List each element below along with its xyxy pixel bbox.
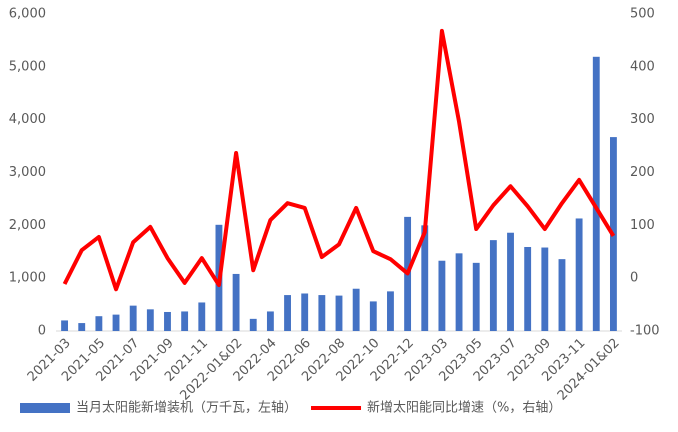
bar bbox=[524, 246, 532, 331]
bar bbox=[421, 225, 429, 331]
bar bbox=[95, 316, 103, 331]
bar bbox=[318, 295, 326, 331]
bar bbox=[352, 288, 360, 331]
y2-tick-label: -100 bbox=[630, 324, 660, 339]
bar bbox=[575, 218, 583, 331]
bar bbox=[592, 56, 600, 332]
y-tick-label: 5,000 bbox=[9, 59, 46, 74]
bar bbox=[335, 295, 343, 331]
bar bbox=[455, 253, 463, 331]
bar bbox=[164, 311, 171, 331]
y2-tick-label: 100 bbox=[630, 218, 655, 233]
legend-swatch bbox=[20, 403, 70, 413]
y-tick-label: 3,000 bbox=[9, 165, 46, 180]
y-tick-label: 0 bbox=[38, 324, 46, 339]
bar bbox=[112, 314, 120, 331]
bar bbox=[284, 295, 291, 331]
legend-label: 当月太阳能新增装机（万千瓦，左轴） bbox=[76, 400, 297, 416]
bar bbox=[301, 293, 309, 331]
legend-label: 新增太阳能同比增速（%，右轴） bbox=[367, 400, 561, 416]
y-tick-label: 2,000 bbox=[9, 218, 46, 233]
y2-tick-label: 200 bbox=[630, 165, 655, 180]
y2-tick-label: 300 bbox=[630, 112, 655, 127]
bar bbox=[198, 302, 206, 331]
bar bbox=[232, 273, 240, 331]
bar bbox=[146, 309, 154, 331]
bar bbox=[266, 311, 274, 331]
y2-tick-label: 0 bbox=[630, 271, 638, 286]
y2-tick-label: 400 bbox=[630, 59, 655, 74]
bar bbox=[249, 318, 257, 331]
y-tick-label: 1,000 bbox=[9, 271, 46, 286]
bar bbox=[489, 240, 497, 331]
y-tick-label: 4,000 bbox=[9, 112, 46, 127]
bar bbox=[78, 323, 86, 331]
bar bbox=[541, 247, 549, 331]
y2-tick-label: 500 bbox=[630, 7, 655, 22]
bar bbox=[387, 291, 394, 331]
bar bbox=[507, 232, 514, 331]
bar bbox=[61, 320, 69, 331]
line bbox=[62, 28, 616, 292]
bar bbox=[369, 301, 377, 331]
bar bbox=[438, 260, 446, 331]
bar bbox=[129, 305, 137, 331]
bar bbox=[558, 259, 566, 331]
bar bbox=[181, 311, 189, 331]
y-tick-label: 6,000 bbox=[9, 7, 46, 22]
bar bbox=[472, 262, 480, 331]
